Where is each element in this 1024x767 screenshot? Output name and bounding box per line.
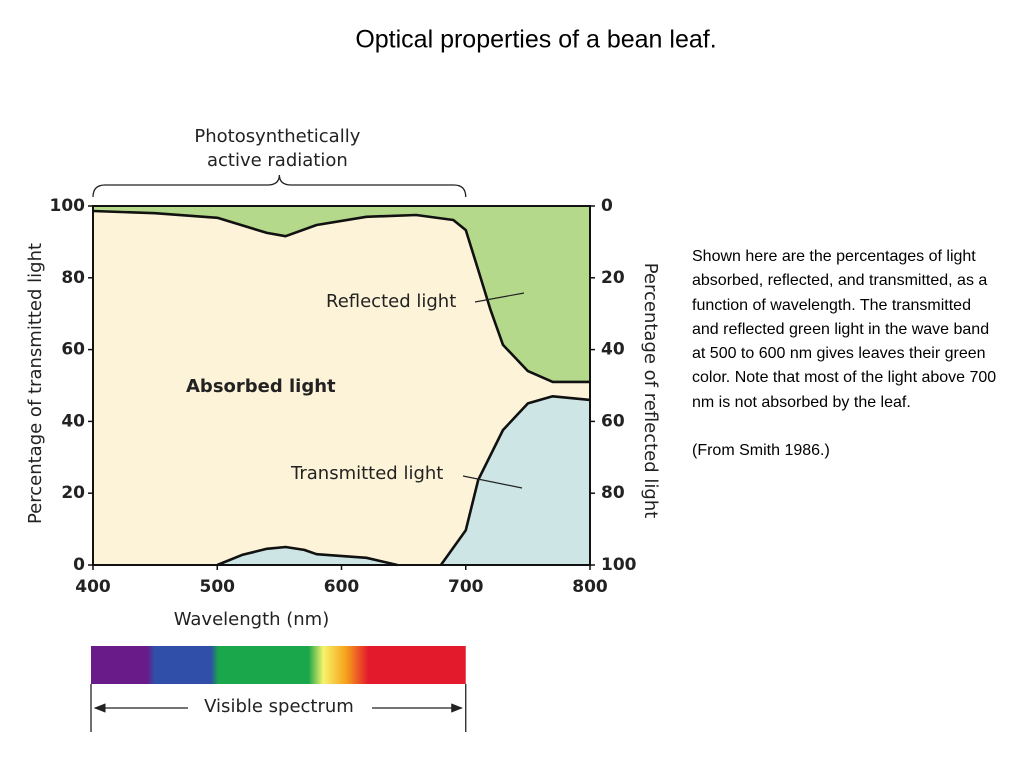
y2-tick-label: 80 xyxy=(601,483,625,503)
y-tick-label: 40 xyxy=(61,411,85,431)
area-outline xyxy=(92,209,590,384)
y2-tick-label: 60 xyxy=(601,411,625,431)
x-tick-label: 500 xyxy=(200,577,236,597)
y-tick-label: 100 xyxy=(50,196,86,216)
caption-box: Shown here are the percentages of light … xyxy=(692,245,1002,487)
series-label: Reflected light xyxy=(326,291,456,312)
area xyxy=(440,396,590,565)
x-axis-label: Wavelength (nm) xyxy=(174,609,330,630)
spectrum-label: Visible spectrum xyxy=(204,696,354,717)
x-tick-label: 400 xyxy=(75,577,111,597)
y2-tick-label: 0 xyxy=(601,196,613,216)
y2-tick-label: 100 xyxy=(601,555,637,575)
par-label: active radiation xyxy=(207,150,348,171)
y-tick-label: 80 xyxy=(61,268,85,288)
par-bracket xyxy=(92,174,467,198)
source: (From Smith 1986.) xyxy=(692,442,830,460)
y2-tick-label: 20 xyxy=(601,268,625,288)
x-tick-label: 800 xyxy=(572,577,608,597)
par-label: Photosynthetically xyxy=(194,126,360,147)
y-tick-label: 60 xyxy=(61,340,85,360)
series-label: Transmitted light xyxy=(290,463,443,484)
x-tick-label: 700 xyxy=(448,577,484,597)
chart-title: Optical properties of a bean leaf. xyxy=(355,26,716,54)
y2-tick-label: 40 xyxy=(601,340,625,360)
x-tick-label: 600 xyxy=(324,577,360,597)
y2-axis-label: Percentage of reflected light xyxy=(640,263,661,519)
area xyxy=(217,547,398,565)
caption: Shown here are the percentages of light … xyxy=(692,248,997,411)
area-outline xyxy=(216,545,398,567)
y-axis-label: Percentage of transmitted light xyxy=(25,243,46,524)
leader-line xyxy=(474,292,525,303)
spectrum-bar xyxy=(91,646,466,684)
y-tick-label: 20 xyxy=(61,483,85,503)
area-label: Absorbed light xyxy=(186,376,336,397)
y-tick-label: 0 xyxy=(73,555,85,575)
area-outline xyxy=(439,395,591,566)
area xyxy=(93,206,590,382)
leader-line xyxy=(462,475,523,489)
